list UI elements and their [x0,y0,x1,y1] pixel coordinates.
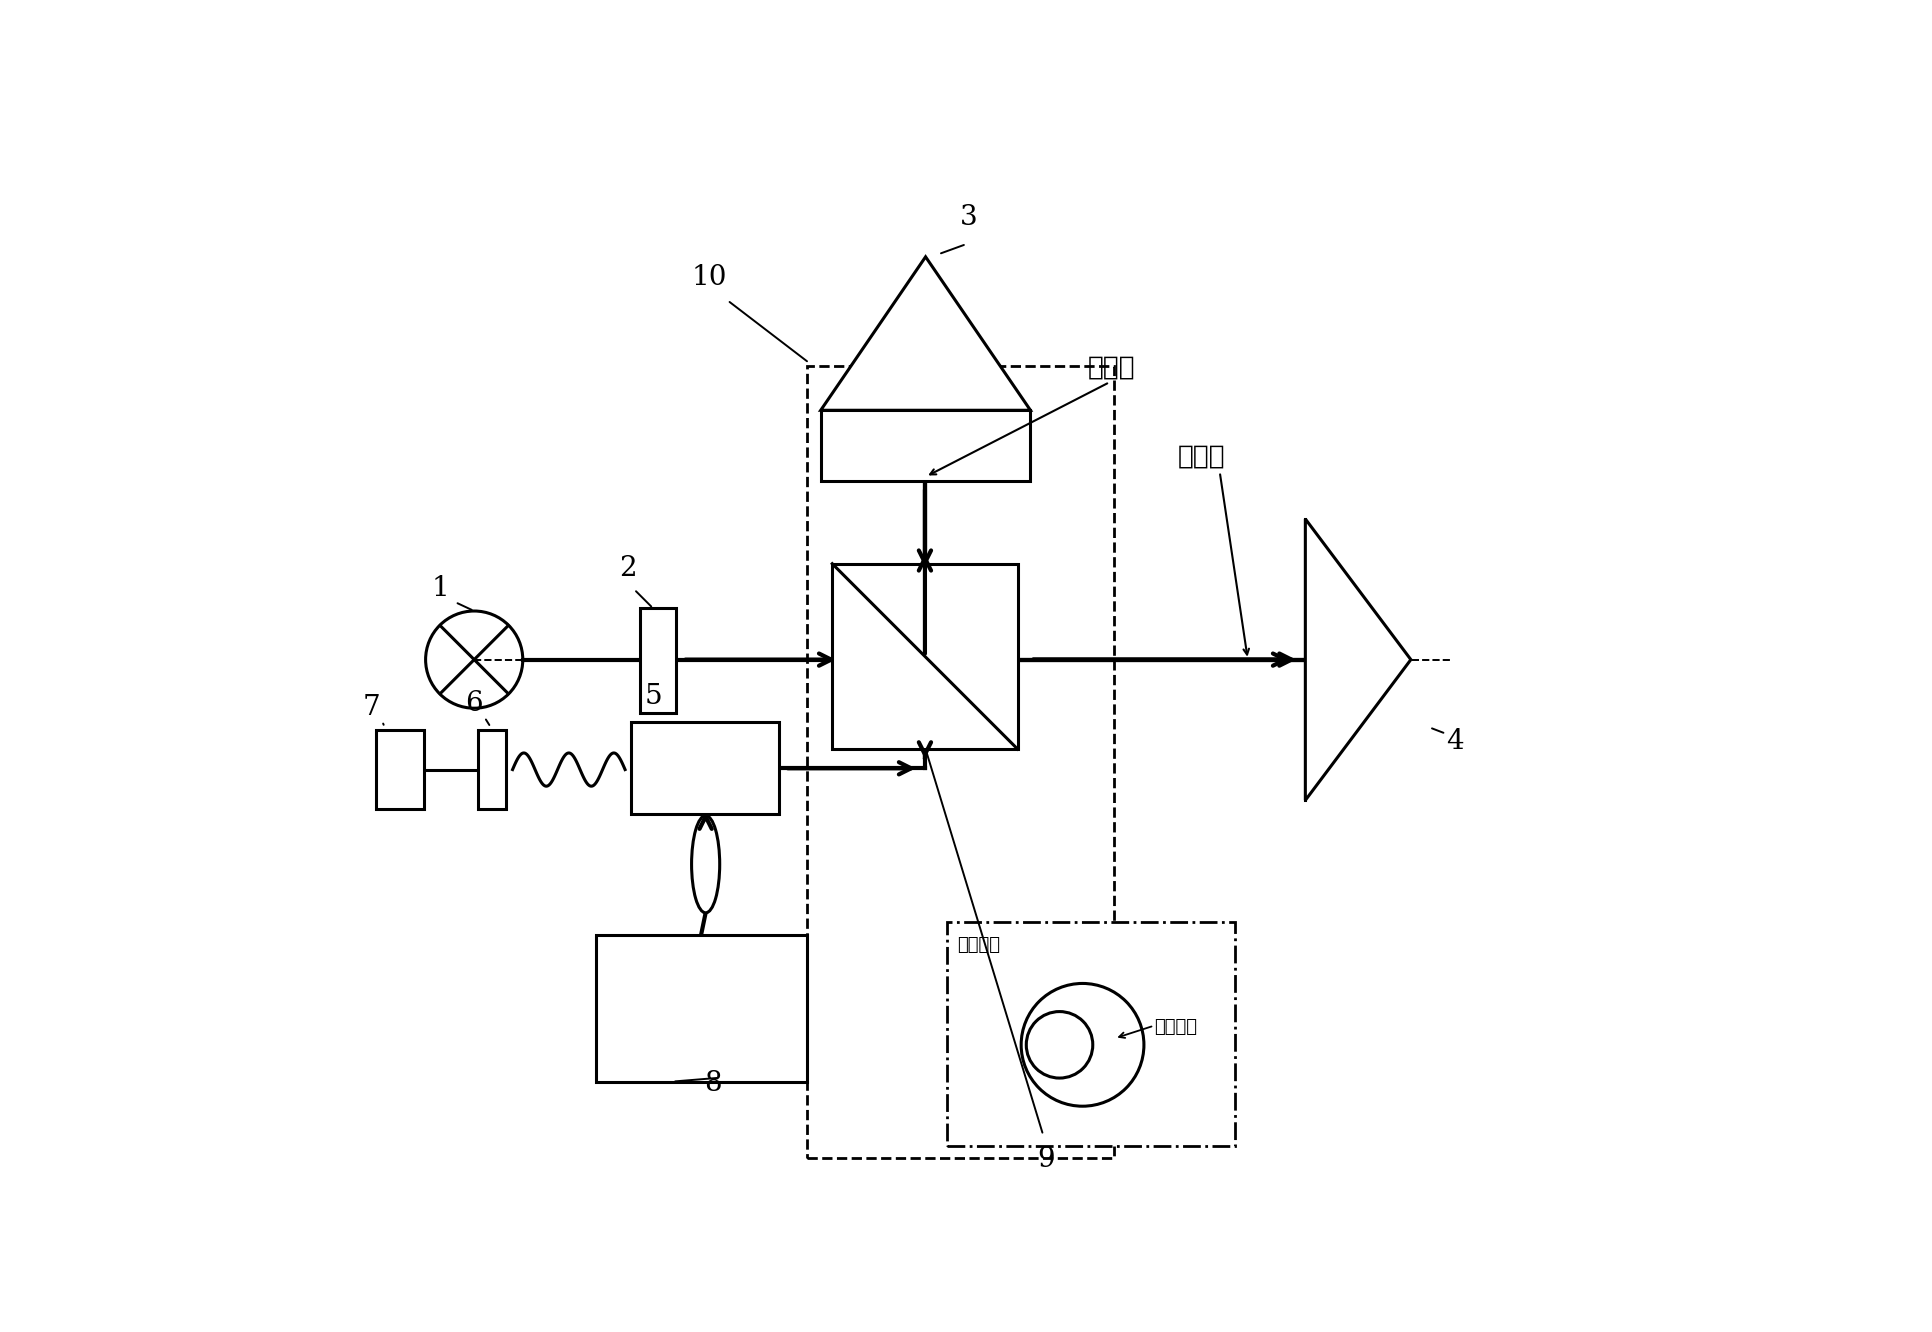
Text: 6: 6 [466,690,483,717]
Text: 测量光: 测量光 [1177,444,1225,470]
Text: 1: 1 [431,574,450,602]
Bar [806,365,1113,1159]
Bar [632,722,779,814]
Text: 参考光斑: 参考光斑 [956,936,1001,954]
Bar [375,730,425,810]
Polygon shape [821,257,1030,410]
Bar [639,609,676,714]
Text: 8: 8 [703,1070,723,1096]
Text: 参考光: 参考光 [1088,354,1134,381]
Bar [821,410,1030,481]
Text: 3: 3 [960,204,978,230]
Text: 4: 4 [1445,729,1463,755]
Text: 2: 2 [618,555,636,582]
Bar [947,922,1235,1146]
Bar [477,730,506,810]
Text: 测量光斑: 测量光斑 [1153,1018,1196,1036]
Bar [833,563,1016,749]
Text: 5: 5 [643,683,661,710]
Ellipse shape [692,815,719,912]
Text: 9: 9 [1036,1147,1055,1173]
Text: 10: 10 [692,264,726,290]
Polygon shape [1304,519,1410,801]
Bar [595,935,806,1082]
Text: 7: 7 [363,694,381,721]
